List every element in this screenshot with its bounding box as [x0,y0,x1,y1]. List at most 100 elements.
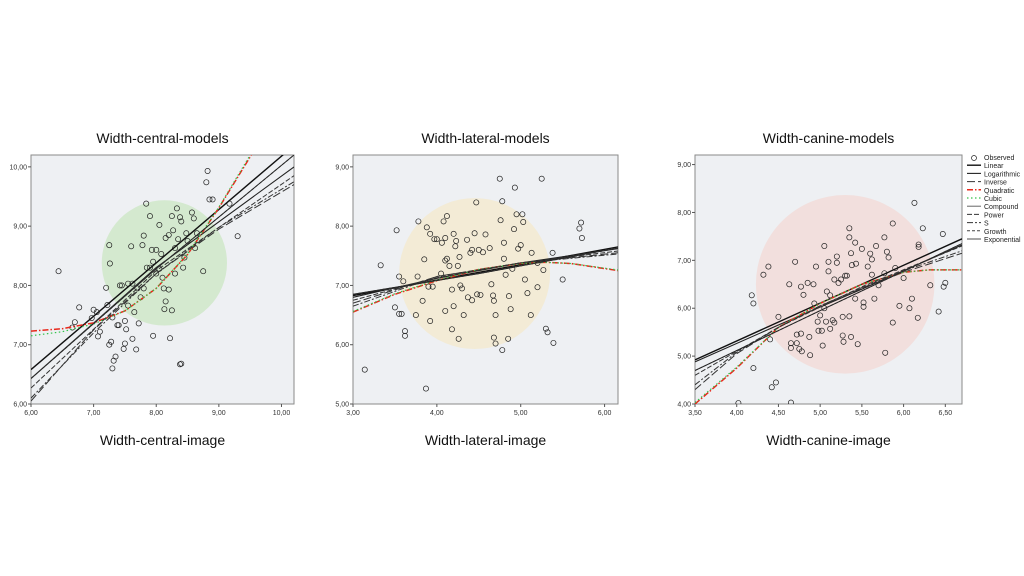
observed-point [140,232,147,239]
observed-point [550,339,557,346]
observed-point [538,175,545,182]
observed-point [817,312,824,319]
observed-point [860,303,867,310]
observed-point [868,256,875,263]
observed-point [464,294,471,301]
observed-point [521,276,528,283]
observed-point [76,304,83,311]
plot-content [353,175,618,392]
observed-point [450,303,457,310]
observed-point [158,251,165,257]
series-s [31,181,294,399]
observed-point [823,288,830,295]
x-tick-label: 8,00 [149,410,163,417]
observed-point [748,292,755,299]
observed-point [848,250,854,257]
y-tick-label: 5,00 [677,354,691,361]
observed-point [159,274,166,281]
observed-point [480,249,486,256]
observed-point [393,227,400,234]
observed-point [442,235,449,241]
series-inverse [695,252,962,390]
observed-point [414,273,421,280]
observed-point [209,196,216,203]
y-tick-label: 7,00 [335,283,349,290]
observed-point [118,282,125,289]
observed-point [106,341,113,348]
observed-point [471,230,478,237]
observed-point [473,199,480,206]
chart-1: Width-central-models Width-central-image 6… [9,130,295,448]
observed-point [427,318,434,324]
observed-point [449,326,455,333]
observed-point [492,340,499,347]
observed-point [798,348,805,355]
observed-point [881,234,888,241]
observed-point [846,234,853,241]
x-tick-label: 6,50 [939,410,953,417]
observed-point [443,255,450,262]
observed-point [810,281,817,288]
observed-point [500,255,507,262]
observed-point [852,239,859,246]
observed-point [95,333,101,340]
observed-point [175,236,182,243]
observed-point [775,313,782,320]
observed-point [457,282,464,289]
observed-point [873,243,880,249]
observed-point [833,253,840,260]
observed-point [200,268,207,275]
observed-point [906,305,913,312]
observed-point [181,254,188,261]
observed-point [935,308,942,315]
observed-point [168,213,175,220]
observed-point [792,258,799,265]
observed-point [507,306,514,313]
observed-point [831,276,838,283]
observed-point [915,243,922,250]
x-tick-label: 4,50 [772,410,786,417]
observed-point [578,235,585,241]
x-tick-label: 4,00 [730,410,744,417]
observed-point [492,312,499,319]
legend-label: Quadratic [984,188,1015,195]
observed-point [123,326,130,333]
series-cubic [695,269,962,404]
observed-point [800,291,807,298]
observed-point [173,205,180,212]
observed-point [162,298,169,305]
observed-point [839,332,846,339]
observed-point [150,332,157,339]
observed-point [165,286,172,293]
observed-point [103,284,110,291]
observed-point [497,217,504,224]
plot-content [695,195,962,404]
series-s [353,253,618,307]
observed-point [474,291,481,298]
observed-point [843,272,850,279]
observed-point [549,249,556,256]
observed-point [459,285,465,292]
x-axis-label: Width-central-image [100,432,225,448]
observed-point [486,245,493,252]
observed-point [825,258,832,265]
x-tick-label: 5,50 [855,410,869,417]
observed-point [827,325,834,332]
observed-point [469,297,476,304]
chart-title: Width-canine-models [763,130,895,146]
observed-point [511,226,517,233]
observed-point [446,262,453,269]
observed-point [513,211,520,218]
x-tick-label: 9,00 [212,410,226,417]
observed-point [908,295,915,302]
observed-point [840,338,847,345]
observed-point [153,246,160,253]
observed-point [104,302,111,308]
observed-point [760,271,767,278]
observed-point [143,200,150,207]
legend-marker-observed [971,155,977,161]
observed-point [786,281,793,288]
observed-point [806,334,813,340]
observed-point [377,262,384,269]
